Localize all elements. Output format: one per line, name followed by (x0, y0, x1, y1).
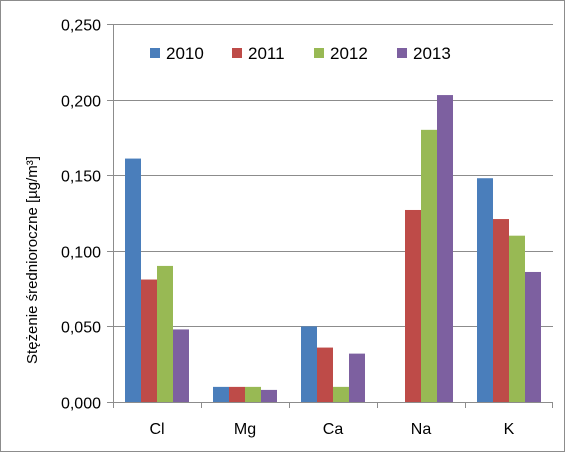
legend-swatch-2010 (150, 48, 160, 58)
bar-2012-Ca (333, 386, 349, 402)
bars (125, 95, 541, 403)
legend-swatch-2013 (397, 48, 407, 58)
legend-label-2011: 2011 (248, 44, 285, 63)
bar-2012-Na (421, 129, 437, 402)
bar-2012-K (509, 235, 525, 402)
x-tick-label: Mg (234, 421, 256, 438)
y-tick-label: 0,250 (61, 18, 101, 35)
axes: 0,000 0,050 0,100 0,150 0,200 0,250 Cl Mg Ca Na K (61, 18, 553, 438)
y-tick-label: 0,050 (61, 320, 101, 337)
bar-2010-Mg (213, 386, 229, 402)
bar-2013-Mg (261, 389, 277, 402)
bar-2010-K (477, 178, 493, 402)
legend: 2010 2011 2012 2013 (150, 44, 451, 63)
y-axis-title: Stężenie średnioroczne [µg/m³] (24, 156, 41, 364)
x-tick-label: K (504, 421, 515, 438)
bar-2011-Cl (141, 279, 157, 402)
bar-2010-Ca (301, 326, 317, 402)
legend-label-2010: 2010 (166, 44, 204, 63)
y-tick-label: 0,000 (61, 396, 101, 413)
y-tick-label: 0,150 (61, 169, 101, 186)
bar-2010-Cl (125, 158, 141, 402)
bar-2013-Ca (349, 353, 365, 402)
bar-2012-Mg (245, 386, 261, 402)
bar-2011-Na (405, 209, 421, 402)
x-tick-label: Na (411, 421, 432, 438)
x-tick-label: Ca (323, 421, 344, 438)
bar-2013-Na (437, 95, 453, 403)
legend-swatch-2011 (232, 48, 242, 58)
bar-2011-Ca (317, 347, 333, 402)
bar-2012-Cl (157, 265, 173, 402)
x-tick-label: Cl (149, 421, 164, 438)
legend-swatch-2012 (314, 48, 324, 58)
legend-label-2013: 2013 (413, 44, 451, 63)
y-tick-label: 0,200 (61, 94, 101, 111)
bar-2013-Cl (173, 329, 189, 402)
bar-2011-Mg (229, 386, 245, 402)
y-tick-label: 0,100 (61, 245, 101, 262)
bar-2011-K (493, 219, 509, 402)
bar-2013-K (525, 271, 541, 402)
legend-label-2012: 2012 (330, 44, 368, 63)
